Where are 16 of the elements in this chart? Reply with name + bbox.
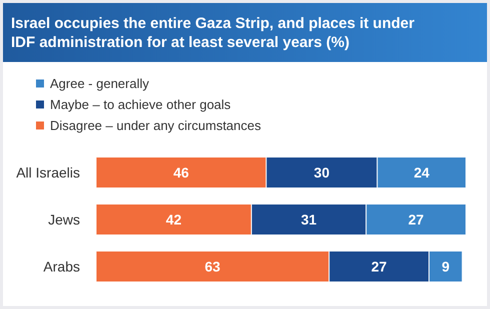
data-label: 31 [300, 212, 317, 228]
chart-title: Israel occupies the entire Gaza Strip, and places it under IDF administration for at least several years (%) [3, 3, 487, 62]
data-label: 63 [204, 258, 221, 274]
data-label: 9 [442, 258, 450, 274]
data-label: 24 [414, 164, 430, 180]
y-tick-label: All Israelis [16, 164, 80, 180]
y-tick-label: Arabs [43, 258, 80, 274]
legend-label: Disagree – under any circumstances [50, 118, 262, 133]
data-label: 42 [166, 212, 182, 228]
data-label: 27 [371, 258, 388, 274]
data-label: 27 [408, 212, 424, 228]
legend-label: Agree - generally [50, 76, 150, 91]
data-label: 46 [173, 164, 190, 180]
data-label: 30 [314, 164, 330, 180]
legend-label: Maybe – to achieve other goals [50, 97, 232, 112]
y-tick-label: Jews [48, 212, 80, 228]
